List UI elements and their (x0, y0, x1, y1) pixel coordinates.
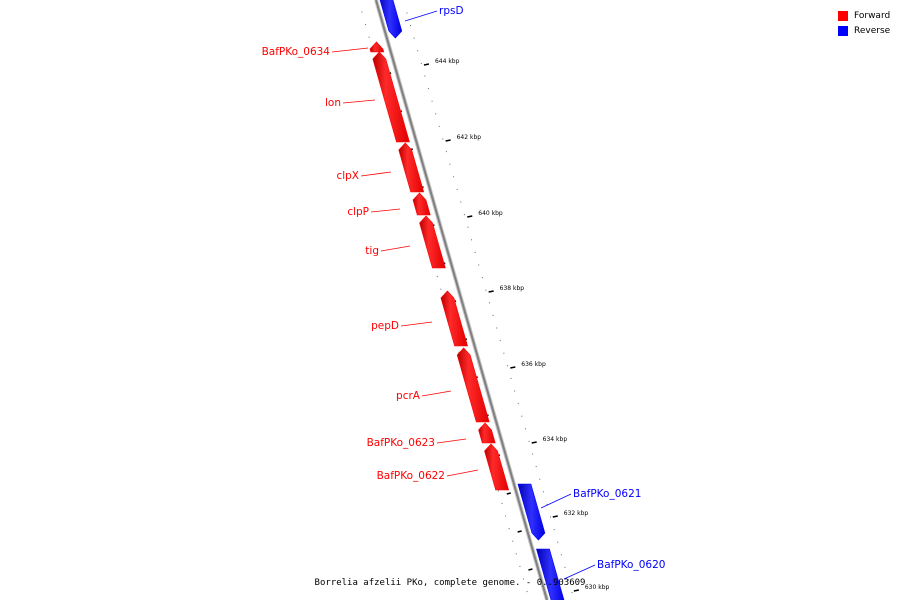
gene-lon (372, 51, 410, 143)
gene-label-bafpko-0634: BafPKo_0634 (262, 46, 331, 58)
tick-layer: 644 kbp 642 kbp 640 kbp 638 kbp 636 kbp 634 k… (361, 11, 610, 594)
gene-label-bafpko-0623: BafPKo_0623 (367, 437, 435, 449)
gene-leader-line (380, 245, 411, 252)
gene-leader-line (540, 493, 572, 509)
major-tick (510, 366, 516, 369)
gene-label-lon: lon (325, 97, 341, 109)
major-tick (528, 568, 533, 571)
gene-leader-line (404, 10, 438, 22)
major-tick (552, 515, 558, 518)
gene-label-pepd: pepD (371, 320, 399, 332)
gene-pepd (440, 290, 469, 347)
gene-bafpko-0634 (369, 41, 385, 53)
tick-label: 632 kbp (564, 510, 589, 517)
major-tick (517, 530, 522, 533)
major-tick (573, 589, 580, 592)
major-tick (423, 63, 430, 66)
gene-layer (369, 0, 565, 600)
backbone-line (375, 0, 548, 600)
tick-label: 642 kbp (457, 134, 482, 141)
gene-clpx (398, 142, 425, 193)
legend-label-reverse: Reverse (854, 25, 891, 36)
genome-caption: Borrelia afzelii PKo, complete genome. -… (314, 578, 586, 588)
gene-leader-line (400, 321, 433, 327)
backbone-layer (374, 0, 549, 600)
gene-tig (419, 215, 446, 269)
gene-rpsd (379, 0, 403, 39)
gene-bafpko-0621 (517, 483, 546, 541)
legend-item-reverse: Reverse (838, 23, 890, 38)
forward-swatch (838, 10, 848, 21)
gene-label-clpx: clpX (336, 170, 359, 182)
major-tick (488, 290, 494, 293)
gene-bafpko-0623 (478, 422, 496, 444)
tick-label: 640 kbp (478, 210, 503, 217)
tick-label: 644 kbp (435, 58, 460, 65)
legend-label-forward: Forward (854, 10, 891, 21)
gene-leader-line (331, 47, 369, 53)
major-tick (445, 139, 451, 142)
gene-leader-line (360, 171, 392, 177)
gene-label-tig: tig (365, 245, 379, 257)
gene-bafpko-0622 (484, 443, 510, 491)
reverse-swatch (838, 25, 848, 36)
tick-label: 638 kbp (500, 285, 525, 292)
gene-label-pcra: pcrA (396, 390, 421, 402)
gene-bafpko-0620 (536, 548, 565, 600)
major-tick (506, 492, 511, 495)
gene-label-bafpko-0622: BafPKo_0622 (377, 470, 445, 482)
gene-leader-line (436, 438, 467, 444)
gene-label-clpp: clpP (347, 206, 369, 218)
gene-clpp (412, 192, 431, 216)
legend-item-forward: Forward (838, 8, 890, 23)
gene-leader-line (563, 564, 596, 580)
gene-label-bafpko-0621: BafPKo_0621 (573, 488, 641, 500)
gene-pcra (456, 347, 490, 423)
gene-leader-line (446, 469, 479, 477)
major-tick (531, 441, 537, 444)
legend: Forward Reverse (838, 8, 890, 38)
gene-leader-line (342, 99, 376, 104)
tick-label: 636 kbp (521, 361, 546, 368)
gene-leader-line (421, 390, 452, 397)
gene-label-bafpko-0620: BafPKo_0620 (597, 559, 665, 571)
tick-label: 630 kbp (585, 584, 610, 591)
major-tick (467, 215, 473, 218)
gene-label-rpsd: rpsD (439, 5, 464, 17)
tick-label: 634 kbp (543, 436, 568, 443)
gene-leader-line (370, 208, 401, 213)
